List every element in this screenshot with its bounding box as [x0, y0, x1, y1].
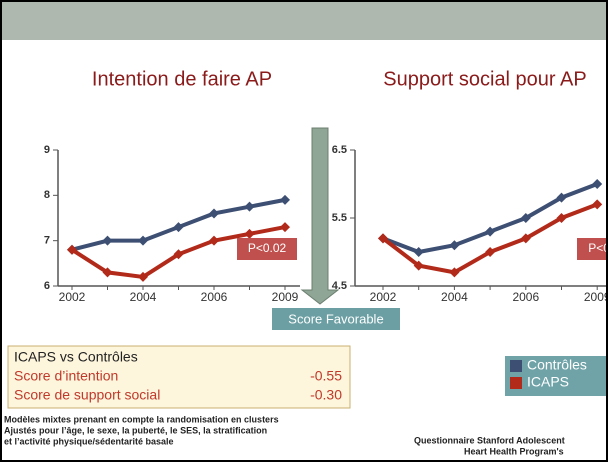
arrow	[300, 127, 340, 305]
point-marker	[449, 267, 460, 278]
point-marker	[173, 222, 184, 233]
chart-title: Support social pour AP	[383, 68, 586, 90]
point-marker	[138, 271, 148, 282]
legend-label: ICAPS	[527, 374, 569, 390]
chart-title: Intention de faire AP	[92, 68, 272, 90]
y-tick-label: 6	[44, 280, 50, 292]
header-band	[0, 0, 608, 40]
table-cell: Score d’intention	[14, 368, 118, 384]
point-marker	[556, 192, 567, 203]
x-tick-label: 2004	[130, 290, 157, 304]
footnote: Ajustés pour l’âge, le sexe, la puberté,…	[4, 425, 267, 435]
table-box	[7, 345, 351, 409]
arrow-label-box	[272, 308, 400, 330]
footnote: et l’activité physique/sédentarité basal…	[4, 436, 174, 446]
point-marker	[102, 235, 113, 246]
table-header: ICAPS vs Contrôles	[14, 349, 138, 365]
source: Questionnaire Stanford Adolescent	[414, 435, 565, 445]
point-marker	[244, 201, 255, 212]
y-tick-label: 7	[44, 235, 50, 247]
table-cell: Score de support social	[14, 387, 160, 403]
x-tick-label: 2002	[59, 290, 86, 304]
point-marker	[520, 233, 531, 244]
point-marker	[485, 247, 496, 257]
legend-swatch	[510, 360, 522, 372]
annotation-box	[577, 238, 608, 260]
x-tick-label: 2006	[201, 290, 228, 304]
annotation-box	[237, 238, 297, 260]
point-marker	[102, 267, 113, 278]
point-marker	[173, 249, 184, 260]
x-tick-label: 2009	[272, 290, 299, 304]
x-tick-label: 2009	[584, 290, 608, 304]
y-tick-label: 8	[44, 189, 50, 201]
point-marker	[449, 240, 460, 251]
annotation: P<0.11	[588, 241, 608, 255]
x-tick-label: 2006	[512, 290, 539, 304]
table-cell: -0.30	[310, 387, 342, 403]
y-tick-label: 6.5	[332, 144, 347, 156]
point-marker	[138, 235, 148, 246]
point-marker	[556, 213, 567, 223]
arrow-label: Score Favorable	[288, 311, 383, 326]
x-tick-label: 2002	[370, 290, 397, 304]
y-tick-label: 4.5	[332, 280, 347, 292]
legend-box	[505, 356, 608, 396]
point-marker	[67, 244, 77, 255]
point-marker	[520, 213, 531, 223]
point-marker	[485, 226, 496, 237]
point-marker	[280, 194, 290, 205]
x-tick-label: 2004	[441, 290, 468, 304]
point-marker	[413, 260, 424, 271]
legend-label: Contrôles	[527, 357, 587, 373]
table-cell: -0.55	[310, 368, 342, 384]
footnote: Modèles mixtes prenant en compte la rand…	[4, 414, 279, 424]
point-marker	[244, 228, 255, 239]
legend-swatch	[510, 377, 522, 389]
point-marker	[592, 179, 603, 189]
annotation: P<0.02	[248, 241, 287, 255]
source: Heart Health Program's	[464, 446, 564, 456]
point-marker	[209, 235, 219, 246]
point-marker	[209, 208, 219, 219]
point-marker	[413, 247, 424, 257]
y-tick-label: 5.5	[332, 212, 347, 224]
point-marker	[378, 233, 388, 244]
y-tick-label: 9	[44, 144, 50, 156]
point-marker	[280, 222, 290, 233]
point-marker	[592, 199, 603, 210]
